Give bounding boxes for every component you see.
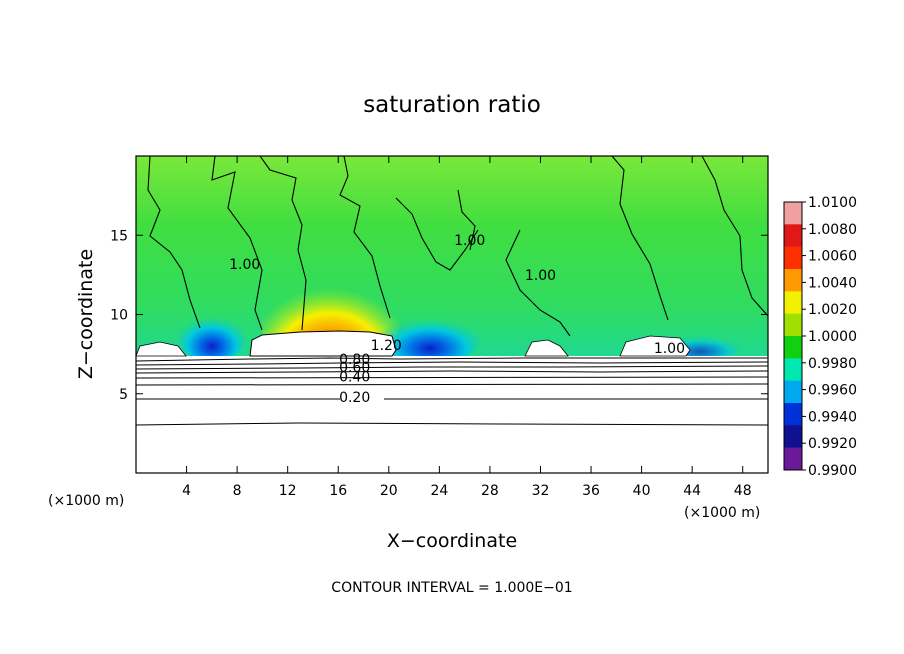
colorbar-swatch-11 (784, 447, 802, 471)
contour-label-4: 0.20 (339, 390, 370, 406)
x-unit-left: (×1000 m) (48, 493, 124, 509)
x-tick-label-36: 36 (582, 483, 600, 499)
white-patch-right (619, 335, 691, 357)
colorbar-label-6: 0.9980 (808, 356, 857, 372)
plot-area (136, 156, 768, 473)
colorbar-label-10: 0.9900 (808, 463, 857, 479)
colorbar-swatch-5 (784, 313, 802, 337)
subsaturated-patch-1 (178, 310, 246, 362)
colorbar: 1.0100 1.0080 1.0060 1.0040 1.0020 1.0000 0.99… (783, 195, 857, 479)
colorbar-swatch-3 (784, 269, 802, 292)
colorbar-label-3: 1.0040 (808, 275, 857, 291)
x-tick-label-48: 48 (734, 483, 752, 499)
x-axis-label: X−coordinate (387, 530, 517, 552)
x-tick-label-24: 24 (430, 483, 448, 499)
y-tick-label-5: 5 (119, 387, 128, 403)
x-tick-label-4: 4 (182, 483, 191, 499)
contour-label-0: 1.20 (371, 338, 402, 354)
contour-interval-label: CONTOUR INTERVAL = 1.000E−01 (331, 580, 572, 596)
contour-1.00 (147, 156, 768, 337)
contour-label-6: 1.00 (454, 233, 485, 249)
colorbar-swatch-8 (784, 380, 802, 404)
colorbar-label-8: 0.9940 (808, 409, 857, 425)
colorbar-swatch-2 (784, 246, 802, 270)
contour-label-8: 1.00 (654, 341, 685, 357)
y-tick-label-15: 15 (110, 228, 128, 244)
contour-lines-lower (136, 357, 768, 426)
colorbar-label-0: 1.0100 (808, 195, 857, 211)
plateau-region (249, 330, 397, 357)
colorbar-swatch-7 (784, 358, 802, 381)
colorbar-label-1: 1.0080 (808, 222, 857, 238)
colorbar-swatch-10 (784, 425, 802, 448)
colorbar-label-5: 1.0000 (808, 329, 857, 345)
lower-field (136, 356, 768, 473)
x-tick-label-8: 8 (233, 483, 242, 499)
x-tick-label-16: 16 (329, 483, 347, 499)
colorbar-label-4: 1.0020 (808, 302, 857, 318)
colorbar-label-9: 0.9920 (808, 436, 857, 452)
colorbar-swatch-4 (784, 291, 802, 314)
x-tick-label-40: 40 (633, 483, 651, 499)
contour-label-2: 0.60 (339, 360, 370, 376)
contour-labels: 1.200.800.600.40 0.20 1.00 1.00 1.00 1.00 (229, 233, 685, 406)
x-tick-label-20: 20 (380, 483, 398, 499)
colorbar-swatch-0 (784, 202, 802, 225)
y-axis-label: Z−coordinate (75, 249, 97, 379)
colorbar-label-7: 0.9960 (808, 383, 857, 399)
colorbar-swatch-9 (784, 403, 802, 426)
x-tick-label-28: 28 (481, 483, 499, 499)
colorbar-label-2: 1.0060 (808, 249, 857, 265)
y-tick-label-10: 10 (110, 308, 128, 324)
white-patch-mid (524, 339, 569, 357)
contour-label-7: 1.00 (525, 268, 556, 284)
colorbar-swatch-1 (784, 224, 802, 247)
white-patch-left (136, 341, 187, 357)
contour-label-3: 0.40 (339, 369, 370, 385)
x-tick-label-12: 12 (279, 483, 297, 499)
contour-label-1: 0.80 (339, 352, 370, 368)
chart-title: saturation ratio (363, 92, 541, 118)
colorbar-swatch-6 (784, 336, 802, 359)
x-tick-label-32: 32 (532, 483, 550, 499)
contour-label-5: 1.00 (229, 257, 260, 273)
x-unit-right: (×1000 m) (684, 505, 760, 521)
subsaturated-patch-2 (380, 312, 480, 364)
x-tick-label-44: 44 (683, 483, 701, 499)
